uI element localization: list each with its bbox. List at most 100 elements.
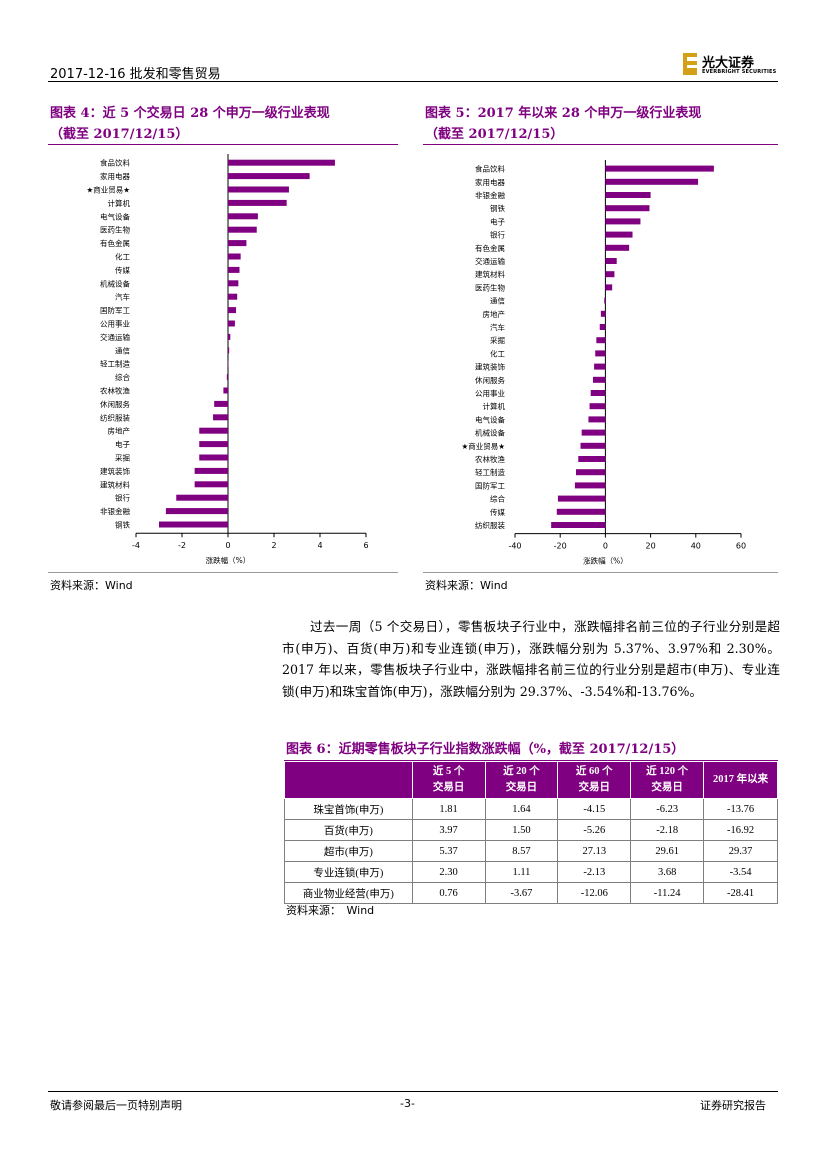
- table-cell: -13.76: [703, 798, 778, 820]
- logo-icon: [683, 53, 697, 75]
- bar: [228, 159, 335, 166]
- category-label: 化工: [115, 252, 130, 262]
- category-label: 银行: [490, 230, 505, 240]
- bar: [576, 469, 606, 476]
- category-label: 农林牧渔: [475, 454, 505, 464]
- category-label: 非银金融: [100, 506, 130, 516]
- bar: [199, 454, 228, 461]
- category-label: 建筑材料: [475, 269, 505, 279]
- bar: [228, 347, 230, 354]
- category-label: 电子: [490, 216, 505, 226]
- table-cell: 3.68: [630, 861, 705, 883]
- footer-disclaimer: 敬请参阅最后一页特别声明: [50, 1099, 182, 1112]
- fig4-title-line2: （截至 2017/12/15）: [50, 127, 189, 142]
- x-tick-label: -4: [132, 541, 140, 550]
- fig5-source-rule: [423, 572, 778, 573]
- fig4-title-rule: [48, 144, 398, 145]
- header-divider: [48, 81, 778, 82]
- table-cell: 1.50: [484, 819, 559, 841]
- body-paragraph: 过去一周（5 个交易日），零售板块子行业中，涨跌幅排名前三位的子行业分别是超市(…: [282, 616, 780, 703]
- bar: [604, 297, 606, 304]
- table-cell: 3.97: [411, 819, 486, 841]
- table-cell: -3.67: [484, 882, 559, 904]
- bar: [199, 427, 228, 434]
- table-cell: 2.30: [411, 861, 486, 883]
- table-header-cell: 近 5 个 交易日: [411, 761, 486, 799]
- table-cell: 5.37: [411, 840, 486, 862]
- bar: [228, 186, 289, 193]
- category-label: 食品饮料: [100, 158, 130, 168]
- category-label: 钢铁: [490, 203, 505, 213]
- table-cell: 1.81: [411, 798, 486, 820]
- category-label: 公用事业: [100, 319, 130, 329]
- table-row: 商业物业经营(申万) 0.76 -3.67 -12.06 -11.24 -28.41: [284, 882, 778, 904]
- table-header-cell: 2017 年以来: [703, 761, 778, 799]
- table-header-cell: 近 120 个 交易日: [630, 761, 705, 799]
- category-label: 通信: [115, 345, 130, 355]
- bar: [578, 456, 606, 462]
- bar: [214, 400, 228, 407]
- bar: [605, 192, 651, 198]
- fig6-table: 近 5 个 交易日近 20 个 交易日近 60 个 交易日近 120 个 交易日…: [284, 761, 778, 904]
- table-cell: -4.15: [557, 798, 632, 820]
- bar: [228, 320, 235, 327]
- table-cell: 8.57: [484, 840, 559, 862]
- fig5-title-line1: 图表 5：2017 年以来 28 个申万一级行业表现: [425, 106, 702, 121]
- table-row-label: 专业连锁(申万): [284, 861, 413, 883]
- category-label: 汽车: [115, 292, 130, 302]
- category-label: 食品饮料: [475, 164, 505, 174]
- table-cell: 1.64: [484, 798, 559, 820]
- table-row-label: 商业物业经营(申万): [284, 882, 413, 904]
- category-label: 传媒: [115, 265, 130, 275]
- category-label: ★商业贸易★: [462, 441, 506, 451]
- category-label: 医药生物: [475, 282, 505, 292]
- bar: [580, 442, 606, 449]
- fig4-source: 资料来源：Wind: [50, 579, 133, 592]
- footer-report-type: 证券研究报告: [700, 1099, 766, 1112]
- table-header-cell: 近 60 个 交易日: [557, 761, 632, 799]
- bar: [551, 522, 606, 528]
- table-cell: 29.61: [630, 840, 705, 862]
- table-cell: -5.26: [557, 819, 632, 841]
- bar: [213, 414, 228, 421]
- bar: [589, 403, 606, 410]
- table-row-label: 珠宝首饰(申万): [284, 798, 413, 820]
- bar: [596, 337, 606, 344]
- fig4-source-rule: [48, 572, 398, 573]
- bar: [594, 363, 606, 370]
- category-label: 通信: [490, 296, 505, 306]
- category-label: 有色金属: [100, 238, 130, 248]
- bar: [226, 374, 228, 381]
- x-tick-label: -2: [178, 541, 186, 550]
- table-cell: -12.06: [557, 882, 632, 904]
- category-label: 银行: [115, 493, 130, 503]
- table-row: 专业连锁(申万) 2.30 1.11 -2.13 3.68 -3.54: [284, 861, 778, 883]
- category-label: 家用电器: [100, 171, 130, 181]
- table-cell: -16.92: [703, 819, 778, 841]
- bar: [592, 376, 606, 383]
- x-tick-label: -20: [554, 542, 567, 551]
- x-tick-label: 40: [691, 542, 701, 551]
- bar: [605, 231, 633, 238]
- table-cell: 27.13: [557, 840, 632, 862]
- bar: [557, 495, 606, 502]
- bar: [581, 429, 606, 436]
- category-label: 有色金属: [475, 243, 505, 253]
- bar: [223, 387, 228, 394]
- category-label: 纺织服装: [475, 520, 505, 530]
- table-cell: 0.76: [411, 882, 486, 904]
- category-label: 综合: [490, 494, 505, 504]
- bar: [228, 173, 310, 180]
- bar: [228, 266, 240, 273]
- fig6-source: 资料来源： Wind: [286, 904, 375, 917]
- fig6-title: 图表 6：近期零售板块子行业指数涨跌幅（%，截至 2017/12/15）: [286, 742, 685, 757]
- category-label: 家用电器: [475, 177, 505, 187]
- bar: [599, 324, 606, 330]
- logo-text: 光大证券: [702, 56, 755, 71]
- category-label: 化工: [490, 348, 505, 358]
- footer-divider: [48, 1091, 778, 1092]
- category-label: 综合: [115, 372, 130, 382]
- bar: [605, 218, 641, 225]
- footer-page-number: -3-: [400, 1097, 415, 1110]
